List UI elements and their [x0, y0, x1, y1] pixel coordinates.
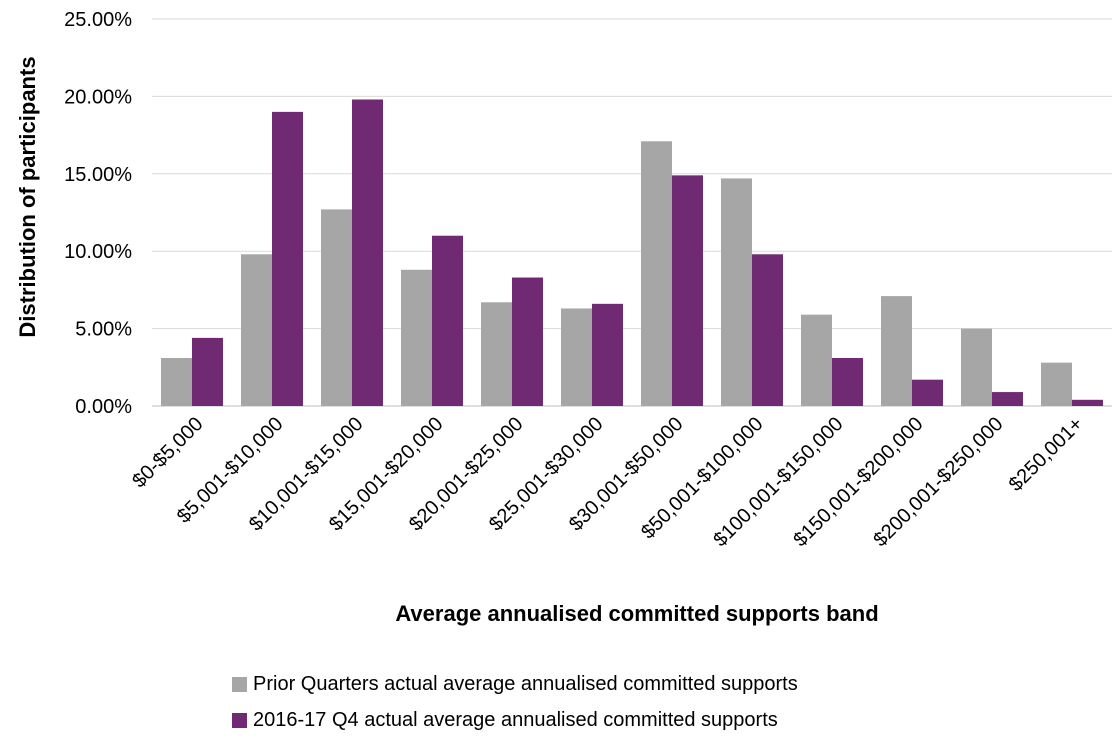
gridlines: [152, 18, 1112, 407]
bar-prior: [881, 296, 912, 406]
bar-prior: [481, 302, 512, 406]
bar-current: [752, 254, 783, 406]
bar-current: [912, 379, 943, 406]
bar-prior: [401, 269, 432, 406]
bar-prior: [321, 209, 352, 406]
bar-prior: [561, 308, 592, 406]
legend-swatch-current: [232, 712, 247, 728]
bar-current: [432, 235, 463, 406]
y-tick-label: 15.00%: [64, 164, 132, 186]
bar-current: [672, 175, 703, 406]
y-tick-label: 5.00%: [75, 319, 132, 341]
x-tick-label: $0-$5,000: [128, 413, 207, 492]
x-axis-title: Average annualised committed supports ba…: [395, 601, 878, 626]
y-tick-label: 0.00%: [75, 396, 132, 418]
bar-current: [192, 337, 223, 406]
bar-current: [352, 99, 383, 406]
bar-prior: [641, 141, 672, 407]
bar-chart: 0.00% 5.00% 10.00% 15.00% 20.00% 25.00% $0-$5…: [15, 9, 1112, 626]
x-axis-ticks: $0-$5,000$5,001-$10,000$10,001-$15,000$1…: [128, 413, 1087, 551]
bars: [161, 99, 1103, 407]
bar-current: [592, 303, 623, 406]
y-tick-label: 10.00%: [64, 241, 132, 263]
bar-prior: [961, 328, 992, 406]
y-axis-title: Distribution of participants: [15, 56, 40, 337]
bar-prior: [721, 178, 752, 406]
x-tick-label: $250,001+: [1005, 413, 1088, 496]
bar-prior: [161, 358, 192, 406]
y-tick-label: 20.00%: [64, 86, 132, 108]
legend-label-current: 2016-17 Q4 actual average annualised com…: [253, 708, 778, 731]
legend-swatch-prior: [232, 676, 247, 692]
bar-current: [272, 111, 303, 406]
bar-prior: [801, 314, 832, 406]
y-tick-label: 25.00%: [64, 9, 132, 31]
legend-item-current: 2016-17 Q4 actual average annualised com…: [232, 702, 798, 738]
legend-item-prior: Prior Quarters actual average annualised…: [232, 666, 798, 702]
bar-current: [512, 277, 543, 406]
bar-current: [992, 392, 1023, 406]
bar-prior: [1041, 362, 1072, 406]
bar-prior: [241, 254, 272, 406]
bar-current: [1072, 399, 1103, 406]
legend-label-prior: Prior Quarters actual average annualised…: [253, 672, 798, 695]
bar-current: [832, 358, 863, 406]
y-axis-ticks: 0.00% 5.00% 10.00% 15.00% 20.00% 25.00%: [64, 9, 132, 418]
legend: Prior Quarters actual average annualised…: [232, 666, 798, 738]
